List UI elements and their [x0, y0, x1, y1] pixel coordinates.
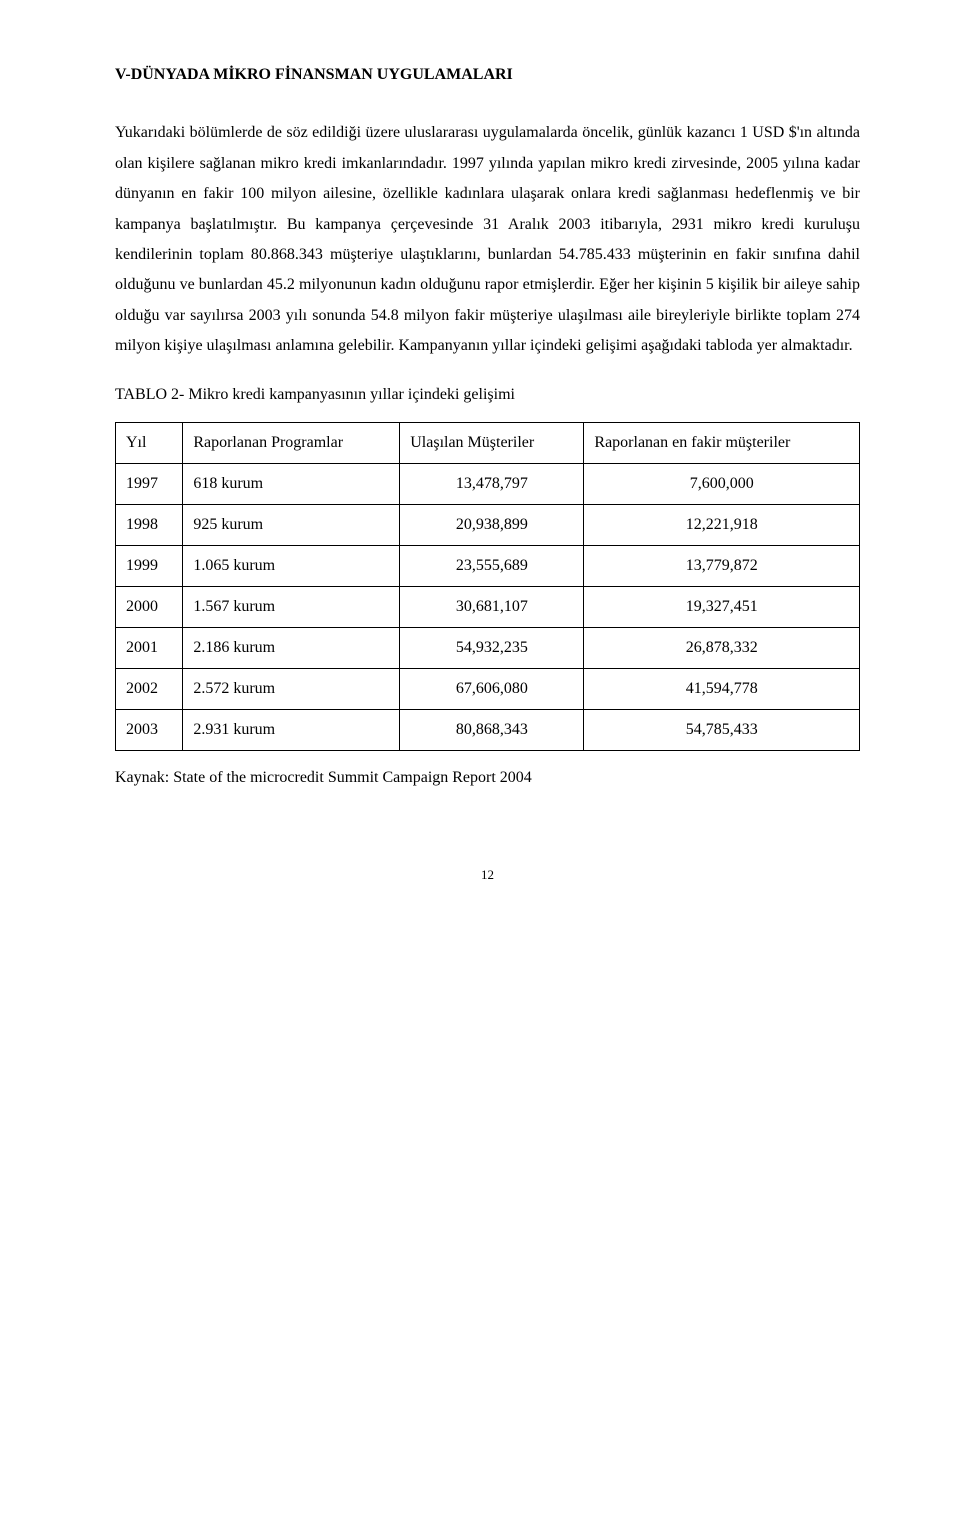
table-row: 1998 925 kurum 20,938,899 12,221,918 [116, 504, 860, 545]
cell-poorest: 7,600,000 [584, 463, 860, 504]
table-header-row: Yıl Raporlanan Programlar Ulaşılan Müşte… [116, 422, 860, 463]
cell-poorest: 41,594,778 [584, 668, 860, 709]
cell-customers: 80,868,343 [400, 709, 584, 750]
cell-year: 2003 [116, 709, 183, 750]
table-row: 2002 2.572 kurum 67,606,080 41,594,778 [116, 668, 860, 709]
document-page: V-DÜNYADA MİKRO FİNANSMAN UYGULAMALARI Y… [0, 0, 960, 928]
col-header-poorest: Raporlanan en fakir müşteriler [584, 422, 860, 463]
cell-year: 1998 [116, 504, 183, 545]
body-paragraph: Yukarıdaki bölümlerde de söz edildiği üz… [115, 118, 860, 361]
cell-year: 1997 [116, 463, 183, 504]
table-row: 1997 618 kurum 13,478,797 7,600,000 [116, 463, 860, 504]
cell-year: 2000 [116, 586, 183, 627]
cell-poorest: 54,785,433 [584, 709, 860, 750]
table-source: Kaynak: State of the microcredit Summit … [115, 763, 860, 793]
cell-customers: 23,555,689 [400, 545, 584, 586]
cell-programs: 2.572 kurum [183, 668, 400, 709]
col-header-year: Yıl [116, 422, 183, 463]
cell-poorest: 13,779,872 [584, 545, 860, 586]
col-header-programs: Raporlanan Programlar [183, 422, 400, 463]
cell-programs: 618 kurum [183, 463, 400, 504]
cell-programs: 1.567 kurum [183, 586, 400, 627]
data-table: Yıl Raporlanan Programlar Ulaşılan Müşte… [115, 422, 860, 751]
cell-year: 1999 [116, 545, 183, 586]
table-row: 2003 2.931 kurum 80,868,343 54,785,433 [116, 709, 860, 750]
table-row: 1999 1.065 kurum 23,555,689 13,779,872 [116, 545, 860, 586]
cell-programs: 1.065 kurum [183, 545, 400, 586]
cell-programs: 2.186 kurum [183, 627, 400, 668]
cell-year: 2002 [116, 668, 183, 709]
table-row: 2001 2.186 kurum 54,932,235 26,878,332 [116, 627, 860, 668]
cell-year: 2001 [116, 627, 183, 668]
cell-poorest: 26,878,332 [584, 627, 860, 668]
cell-customers: 30,681,107 [400, 586, 584, 627]
cell-poorest: 19,327,451 [584, 586, 860, 627]
table-row: 2000 1.567 kurum 30,681,107 19,327,451 [116, 586, 860, 627]
cell-customers: 67,606,080 [400, 668, 584, 709]
section-heading: V-DÜNYADA MİKRO FİNANSMAN UYGULAMALARI [115, 60, 860, 90]
col-header-customers: Ulaşılan Müşteriler [400, 422, 584, 463]
cell-customers: 20,938,899 [400, 504, 584, 545]
cell-poorest: 12,221,918 [584, 504, 860, 545]
cell-programs: 2.931 kurum [183, 709, 400, 750]
cell-customers: 54,932,235 [400, 627, 584, 668]
page-number: 12 [115, 863, 860, 888]
cell-customers: 13,478,797 [400, 463, 584, 504]
cell-programs: 925 kurum [183, 504, 400, 545]
table-caption: TABLO 2- Mikro kredi kampanyasının yılla… [115, 380, 860, 410]
